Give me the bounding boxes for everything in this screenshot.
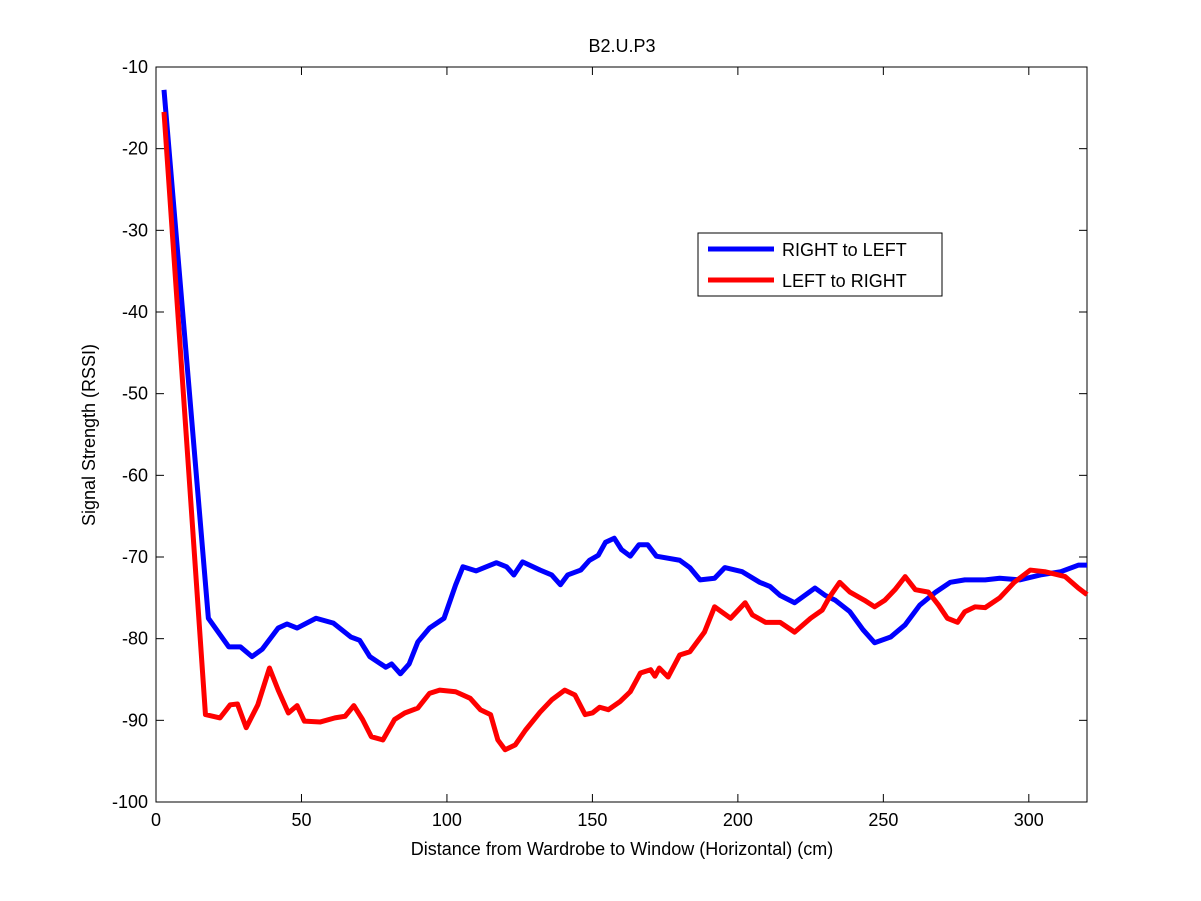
legend-label: RIGHT to LEFT <box>782 240 907 260</box>
y-tick-label: -100 <box>112 792 148 812</box>
x-tick-label: 200 <box>723 810 753 830</box>
legend-box <box>697 232 943 297</box>
x-tick-label: 250 <box>868 810 898 830</box>
y-tick-label: -90 <box>122 710 148 730</box>
x-tick-label: 100 <box>432 810 462 830</box>
y-axis-label: Signal Strength (RSSI) <box>79 344 99 526</box>
x-tick-label: 300 <box>1014 810 1044 830</box>
y-tick-label: -10 <box>122 57 148 77</box>
x-tick-label: 50 <box>291 810 311 830</box>
y-tick-label: -50 <box>122 384 148 404</box>
plot-area <box>155 66 1088 803</box>
y-tick-label: -70 <box>122 547 148 567</box>
y-tick-label: -60 <box>122 465 148 485</box>
x-tick-label: 150 <box>577 810 607 830</box>
y-tick-label: -40 <box>122 302 148 322</box>
line-series <box>161 111 1089 753</box>
x-axis-label: Distance from Wardrobe to Window (Horizo… <box>411 839 833 859</box>
x-tick-label: 0 <box>151 810 161 830</box>
line-series <box>161 89 1087 677</box>
chart-title: B2.U.P3 <box>588 36 655 56</box>
y-tick-label: -20 <box>122 139 148 159</box>
y-tick-label: -30 <box>122 220 148 240</box>
y-tick-label: -80 <box>122 629 148 649</box>
legend-label: LEFT to RIGHT <box>782 271 907 291</box>
